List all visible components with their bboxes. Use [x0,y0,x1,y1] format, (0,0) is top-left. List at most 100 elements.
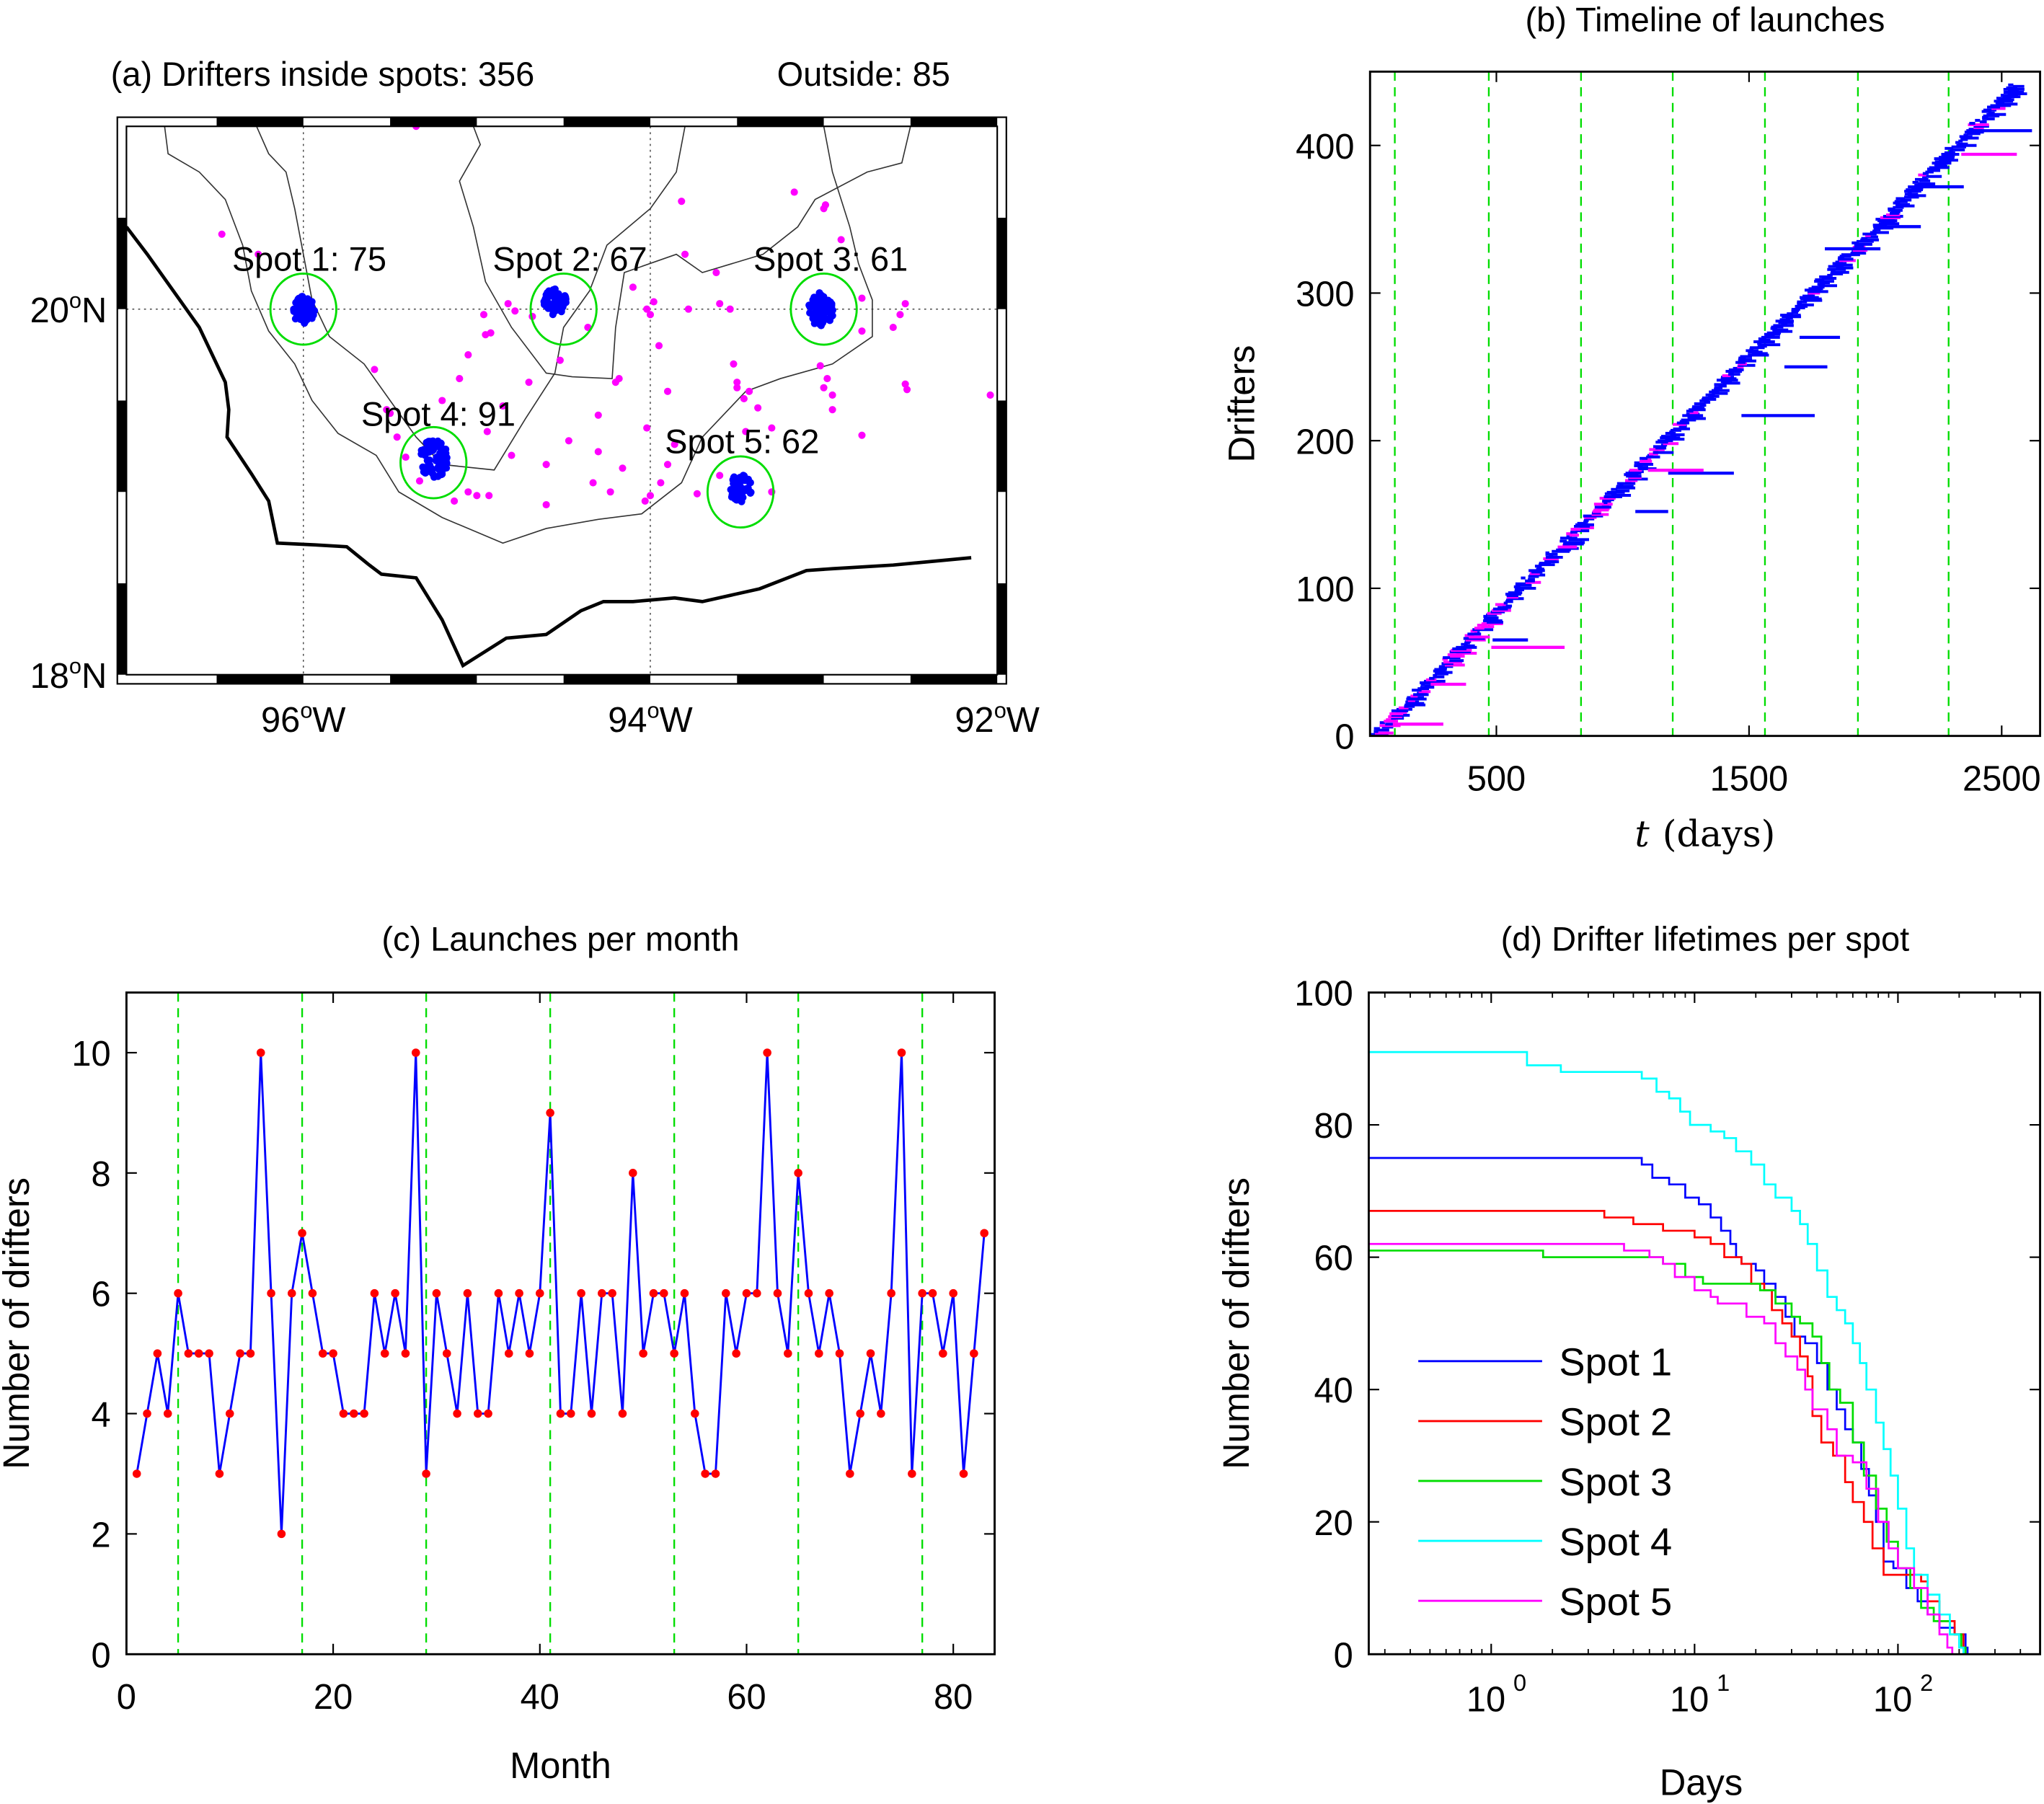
map-frame-bar-right [997,400,1006,492]
outside-drifter-point [678,198,686,205]
outside-drifter-point [508,451,516,459]
map-frame-bar-top [737,117,824,127]
outside-drifter-point [464,488,472,496]
outside-drifter-point [821,201,830,209]
outside-drifter-point [716,472,724,479]
spot-label: Spot 5: 62 [665,423,819,461]
launches-marker [773,1288,782,1298]
outside-drifter-point [641,497,649,505]
outside-drifter-point [733,379,741,386]
x-tick-label: 10 [1466,1681,1505,1720]
launches-marker [608,1288,616,1298]
launches-marker [701,1469,709,1478]
outside-drifter-point [823,375,831,383]
outside-drifter-point [589,479,597,487]
inside-drifter-point [438,456,446,464]
outside-drifter-point [542,461,550,469]
x-tick-label: 10 [1670,1681,1709,1720]
axes-frame [1367,991,2042,1655]
y-tick-label: 10 [71,1035,110,1074]
y-tick-label: 8 [92,1155,111,1194]
outside-drifter-point [655,342,663,350]
y-tick-label: 40 [1314,1371,1353,1410]
launches-marker [267,1288,275,1298]
y-tick-label: 0 [1335,718,1354,757]
launches-marker [660,1288,668,1298]
outside-drifter-point [730,360,738,368]
launches-marker [649,1288,658,1298]
map-lon-tick-label: 92oW [955,697,1039,740]
x-tick-label: 80 [934,1678,973,1717]
panel-b-title: (b) Timeline of launches [1525,0,1885,38]
y-tick-label: 6 [92,1275,111,1314]
launches-marker [225,1409,234,1418]
launches-marker [422,1469,430,1478]
legend-label: Spot 4 [1559,1521,1672,1564]
launches-marker [515,1288,523,1298]
launches-marker [411,1048,420,1057]
inside-drifter-point [733,496,740,504]
map-content [126,126,998,675]
launches-marker [318,1349,327,1358]
launches-marker [401,1349,410,1358]
survival-curve-spot-4 [1368,1051,1965,1655]
map-frame-bar-right [997,583,1006,675]
map-frame-bar-bottom [910,674,998,684]
y-tick-label: 0 [92,1636,111,1675]
outside-drifter-point [663,387,672,395]
outside-drifter-point [901,300,909,308]
spot-circle [269,272,337,346]
outside-drifter-point [858,294,866,302]
outside-drifter-point [742,428,750,435]
inside-drifter-point [300,317,309,324]
inside-drifter-point [553,296,561,304]
launches-marker [618,1409,627,1418]
outside-drifter-point [386,410,394,417]
outside-drifter-point [619,464,627,472]
map-frame-bar-bottom [390,674,477,684]
y-tick-label: 100 [1296,570,1354,609]
launches-marker [815,1349,823,1358]
outside-drifter-point [650,298,658,306]
inside-drifter-point [291,315,299,323]
launches-marker [184,1349,193,1358]
launches-marker [598,1288,606,1298]
survival-curve-spot-5 [1368,1242,1954,1655]
spot-label: Spot 3: 61 [753,240,908,278]
launches-marker [753,1288,761,1298]
spot-label: Spot 4: 91 [361,395,516,433]
inside-drifter-point [827,313,836,321]
outside-drifter-point [889,324,897,332]
spot-label: Spot 2: 67 [492,240,647,278]
launches-marker [494,1288,503,1298]
outside-drifter-point [456,375,464,383]
outside-drifter-point [483,428,491,435]
bathymetry-contour [459,126,911,379]
degree-symbol: o [647,697,660,722]
timeline-axes: 500 1500 2500 0 100 200 300 400 [1296,70,2042,799]
survival-curve-spot-2 [1368,1210,1967,1655]
legend-label: Spot 3 [1559,1461,1672,1504]
outside-drifter-point [901,380,909,388]
panel-c-ylabel: Number of drifters [0,1177,37,1469]
launches-marker [194,1349,203,1358]
y-tick-label: 80 [1314,1107,1353,1146]
launches-marker [339,1409,348,1418]
x-tick-exponent: 2 [1920,1670,1933,1696]
launches-marker [163,1409,172,1418]
spot-circle [789,272,858,346]
outside-drifter-point [606,488,614,496]
x-tick-label: 10 [1873,1681,1912,1720]
inside-drifter-point [739,472,747,479]
panel-a-title: (a) Drifters inside spots: 356 [111,55,535,93]
y-tick-label: 20 [1314,1504,1353,1543]
outside-drifter-point [693,490,701,498]
launches-marker [329,1349,337,1358]
launches-marker [670,1349,678,1358]
y-tick-label: 200 [1296,423,1354,461]
outside-drifter-point [828,406,836,414]
x-tick-label: 500 [1467,760,1526,799]
launches-marker [215,1469,224,1478]
launches-marker [825,1288,833,1298]
launches-marker [970,1349,978,1358]
